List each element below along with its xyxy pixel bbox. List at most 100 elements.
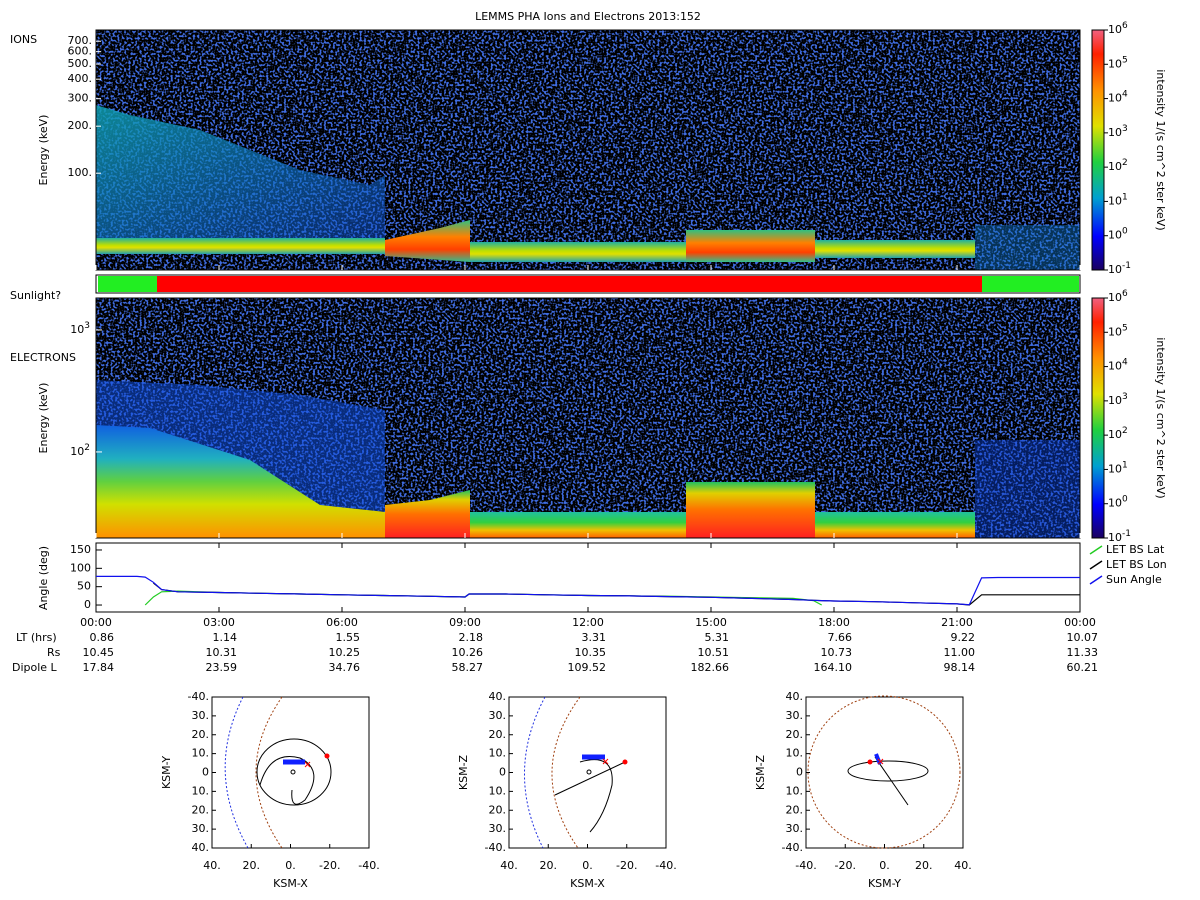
orbit-y-tick-label: -40. bbox=[782, 841, 803, 854]
tick-exp: -1 bbox=[1122, 261, 1131, 271]
orbit-y-tick-label: 20. bbox=[489, 728, 507, 741]
orbit-y-tick-label: 0 bbox=[499, 766, 506, 779]
tick-base: 10 bbox=[1108, 263, 1122, 276]
x-tick-label: 03:00 bbox=[203, 616, 235, 629]
ephemeris-value: 10.07 bbox=[1067, 631, 1099, 644]
tick-label: 10-1 bbox=[1108, 529, 1131, 545]
orbit-x-tick-label: -40. bbox=[358, 859, 379, 872]
tick-base: 10 bbox=[1108, 291, 1122, 304]
tick-label: 106 bbox=[1108, 21, 1128, 37]
tick-exp: 0 bbox=[1122, 226, 1128, 236]
ephemeris-value: 3.31 bbox=[582, 631, 607, 644]
y-tick-label: 300. bbox=[68, 92, 93, 105]
orbit-y-tick-label: -40. bbox=[188, 690, 209, 703]
tick-exp: 6 bbox=[1122, 289, 1128, 299]
tick-base: 10 bbox=[1108, 462, 1122, 475]
ephemeris-value: 10.26 bbox=[452, 646, 484, 659]
tick-label: 10-1 bbox=[1108, 261, 1131, 277]
orbit-y-tick-label: 40. bbox=[786, 690, 804, 703]
ephemeris-value: 58.27 bbox=[452, 661, 484, 674]
tick-label: 106 bbox=[1108, 289, 1128, 305]
tick-base: 10 bbox=[1108, 394, 1122, 407]
orbit-y-tick-label: 20. bbox=[786, 803, 804, 816]
tick-base: 10 bbox=[1108, 92, 1122, 105]
legend-label: LET BS Lat bbox=[1106, 543, 1165, 556]
orbit-y-tick-label: 20. bbox=[192, 728, 210, 741]
orbit-y-tick-label: 30. bbox=[489, 822, 507, 835]
x-tick-label: 00:00 bbox=[1064, 616, 1096, 629]
ephemeris-value: 2.18 bbox=[459, 631, 484, 644]
orbit-y-label: KSM-Z bbox=[754, 754, 767, 790]
x-tick-label: 12:00 bbox=[572, 616, 604, 629]
x-tick-label: 21:00 bbox=[941, 616, 973, 629]
y-tick-label: 600. bbox=[68, 45, 93, 58]
orbit-y-tick-label: 30. bbox=[786, 709, 804, 722]
tick-label: 101 bbox=[1108, 192, 1128, 208]
colorbar-label: intensity 1/(s cm^2 ster keV) bbox=[1154, 69, 1167, 230]
orbit-y-tick-label: 20. bbox=[786, 728, 804, 741]
orbit-y-tick-label: 0 bbox=[202, 766, 209, 779]
ephemeris-value: 23.59 bbox=[206, 661, 238, 674]
tick-exp: 1 bbox=[1122, 460, 1128, 470]
sunlight-label: Sunlight? bbox=[10, 289, 61, 302]
tick-exp: 4 bbox=[1122, 357, 1128, 367]
ephemeris-value: 10.45 bbox=[83, 646, 115, 659]
orbit-curves bbox=[211, 695, 964, 849]
tick-label: 104 bbox=[1108, 89, 1128, 105]
electrons-label: ELECTRONS bbox=[10, 351, 76, 364]
orbit-y-tick-label: 0 bbox=[796, 766, 803, 779]
orbit-y-tick-label: 10. bbox=[489, 784, 507, 797]
ephemeris-value: 182.66 bbox=[691, 661, 730, 674]
ephemeris-value: 10.73 bbox=[821, 646, 853, 659]
tick-exp: 2 bbox=[1122, 158, 1128, 168]
tick-exp: 6 bbox=[1122, 21, 1128, 31]
ephemeris-value: 10.51 bbox=[698, 646, 730, 659]
orbit-y-label: KSM-Y bbox=[160, 756, 173, 789]
tick-label: 102 bbox=[70, 442, 90, 458]
orbit-x-tick-label: 0. bbox=[285, 859, 296, 872]
angle-frame bbox=[95, 542, 1081, 613]
x-tick-label: 09:00 bbox=[449, 616, 481, 629]
orbit-x-tick-label: 0. bbox=[879, 859, 890, 872]
series-line bbox=[96, 575, 1080, 606]
orbit-y-tick-label: 40. bbox=[489, 690, 507, 703]
orbit-y-tick-label: 10. bbox=[786, 784, 804, 797]
ephemeris-value: 1.14 bbox=[213, 631, 238, 644]
tick-label: 105 bbox=[1108, 323, 1128, 339]
orbit-x-tick-label: 40. bbox=[500, 859, 518, 872]
tick-label: 103 bbox=[1108, 123, 1128, 139]
ephemeris-label: Rs bbox=[47, 646, 61, 659]
y-tick-label: 400. bbox=[68, 72, 93, 85]
tick-label: 102 bbox=[1108, 158, 1128, 174]
ephemeris-value: 98.14 bbox=[944, 661, 976, 674]
tick-base: 10 bbox=[1108, 497, 1122, 510]
orbit-y-tick-label: 20. bbox=[192, 803, 210, 816]
orbit-y-tick-label: 30. bbox=[786, 822, 804, 835]
tick-exp: 4 bbox=[1122, 89, 1128, 99]
orbit-x-tick-label: -40. bbox=[795, 859, 816, 872]
orbit-x-label: KSM-Y bbox=[868, 877, 901, 890]
tick-base: 10 bbox=[1108, 194, 1122, 207]
colorbar bbox=[1091, 29, 1105, 271]
legend-swatch bbox=[1089, 545, 1103, 555]
x-tick-label: 06:00 bbox=[326, 616, 358, 629]
orbit-x-tick-label: -20. bbox=[616, 859, 637, 872]
x-tick-label: 18:00 bbox=[818, 616, 850, 629]
tick-base: 10 bbox=[1108, 531, 1122, 544]
y-tick-label: 150 bbox=[70, 543, 91, 556]
orbit-y-tick-label: 30. bbox=[192, 822, 210, 835]
y-tick-label: 0 bbox=[84, 598, 91, 611]
tick-label: 101 bbox=[1108, 460, 1128, 476]
legend-swatch bbox=[1089, 560, 1103, 570]
x-tick-label: 00:00 bbox=[80, 616, 112, 629]
ephemeris-value: 11.00 bbox=[944, 646, 976, 659]
ephemeris-value: 0.86 bbox=[90, 631, 115, 644]
orbit-y-tick-label: 10. bbox=[489, 747, 507, 760]
tick-exp: -1 bbox=[1122, 529, 1131, 539]
ephemeris-value: 7.66 bbox=[828, 631, 853, 644]
tick-base: 10 bbox=[1108, 428, 1122, 441]
tick-exp: 2 bbox=[1122, 426, 1128, 436]
tick-exp: 3 bbox=[1122, 391, 1128, 401]
orbit-y-label: KSM-Z bbox=[457, 754, 470, 790]
